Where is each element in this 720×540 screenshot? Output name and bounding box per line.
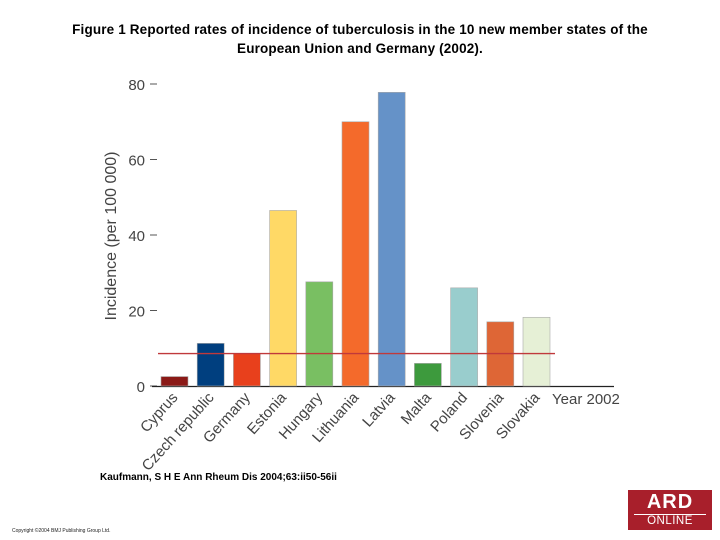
bar-czech-republic xyxy=(196,343,225,387)
bar-cyprus xyxy=(160,376,189,387)
logo-line1: ARD xyxy=(646,491,694,513)
bar-hungary xyxy=(305,281,334,387)
copyright-notice: Copyright ©2004 BMJ Publishing Group Ltd… xyxy=(12,528,111,534)
ard-online-logo[interactable]: ARD ONLINE xyxy=(628,490,712,530)
figure-title-line1: Figure 1 Reported rates of incidence of … xyxy=(72,22,648,37)
citation: Kaufmann, S H E Ann Rheum Dis 2004;63:ii… xyxy=(100,472,337,483)
bar-lithuania xyxy=(341,121,370,387)
y-tick-label: 40 xyxy=(128,228,145,245)
y-tick-label: 60 xyxy=(128,153,145,170)
bar-latvia xyxy=(377,92,406,387)
x-category-label: Latvia xyxy=(359,389,399,431)
logo-line2: ONLINE xyxy=(634,514,706,528)
figure-title-line2: European Union and Germany (2002). xyxy=(237,41,483,56)
bar-estonia xyxy=(269,210,297,387)
x-axis-label: Year 2002 xyxy=(552,391,620,408)
y-tick-label: 20 xyxy=(128,304,145,321)
y-tick-label: 80 xyxy=(128,77,145,94)
bar-poland xyxy=(450,287,478,387)
chart-bars xyxy=(158,92,555,387)
y-tick-label: 0 xyxy=(137,379,145,396)
bar-malta xyxy=(414,363,442,387)
figure-title: Figure 1 Reported rates of incidence of … xyxy=(20,20,700,58)
chart-axes xyxy=(150,83,614,388)
bar-germany xyxy=(233,353,261,387)
y-axis-label: Incidence (per 100 000) xyxy=(103,152,120,321)
bar-slovakia xyxy=(522,316,551,387)
